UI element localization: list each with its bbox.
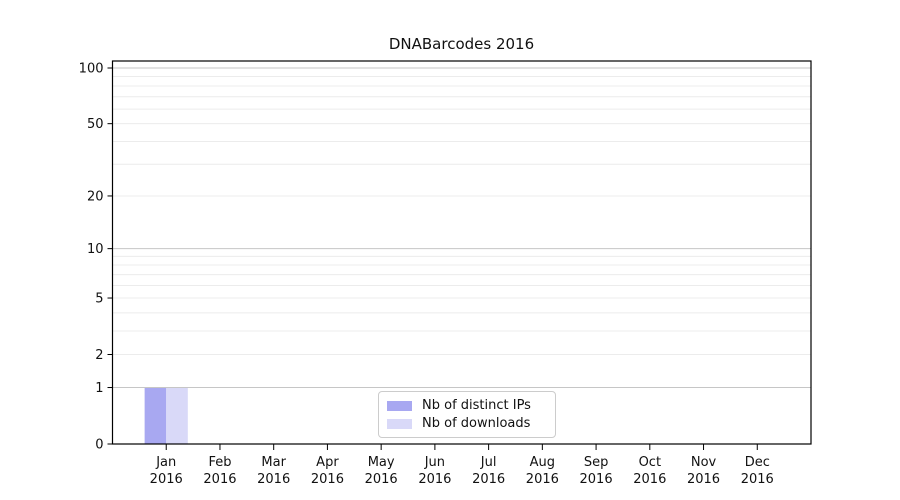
y-tick-label: 5 xyxy=(95,292,103,307)
y-tick-label: 20 xyxy=(87,189,104,204)
legend-swatch-icon xyxy=(387,400,412,411)
x-tick-label-year: 2016 xyxy=(741,472,774,487)
x-tick-label-year: 2016 xyxy=(687,472,720,487)
plot-frame xyxy=(111,60,812,445)
legend: Nb of distinct IPs Nb of downloads xyxy=(378,391,556,438)
x-tick-label-year: 2016 xyxy=(418,472,451,487)
x-tick-label-month: Aug xyxy=(530,455,555,470)
y-tick-label: 1 xyxy=(95,381,103,396)
y-tick-label: 2 xyxy=(95,348,103,363)
x-tick-label-year: 2016 xyxy=(257,472,290,487)
bar-distinct-ips xyxy=(144,387,167,444)
chart-title: DNABarcodes 2016 xyxy=(388,35,535,53)
y-tick-label: 100 xyxy=(79,62,104,77)
x-tick-label-year: 2016 xyxy=(472,472,505,487)
legend-entry: Nb of distinct IPs xyxy=(387,397,545,414)
x-tick-label-year: 2016 xyxy=(311,472,344,487)
x-tick-label-month: Jul xyxy=(480,455,497,470)
x-tick-label-month: Apr xyxy=(316,455,339,470)
bar-downloads xyxy=(166,387,188,444)
x-tick-label-year: 2016 xyxy=(526,472,559,487)
y-tick-label: 10 xyxy=(87,242,104,257)
y-tick-label: 0 xyxy=(95,438,103,453)
x-tick-label-month: Mar xyxy=(261,455,286,470)
y-tick-label: 50 xyxy=(87,117,104,132)
x-tick-label-month: Feb xyxy=(208,455,231,470)
legend-label: Nb of distinct IPs xyxy=(422,398,531,413)
legend-entry: Nb of downloads xyxy=(387,415,545,432)
x-tick-label-month: May xyxy=(368,455,395,470)
x-tick-label-month: Nov xyxy=(691,455,717,470)
x-tick-label-month: Jun xyxy=(424,455,445,470)
x-tick-label-year: 2016 xyxy=(365,472,398,487)
x-tick-label-month: Oct xyxy=(639,455,661,470)
legend-swatch-icon xyxy=(387,418,412,429)
x-tick-label-year: 2016 xyxy=(150,472,183,487)
x-tick-label-month: Sep xyxy=(584,455,609,470)
x-tick-label-year: 2016 xyxy=(580,472,613,487)
x-tick-label-month: Jan xyxy=(155,455,176,470)
x-tick-label-year: 2016 xyxy=(203,472,236,487)
legend-label: Nb of downloads xyxy=(422,416,531,431)
x-tick-label-year: 2016 xyxy=(633,472,666,487)
x-tick-label-month: Dec xyxy=(745,455,770,470)
